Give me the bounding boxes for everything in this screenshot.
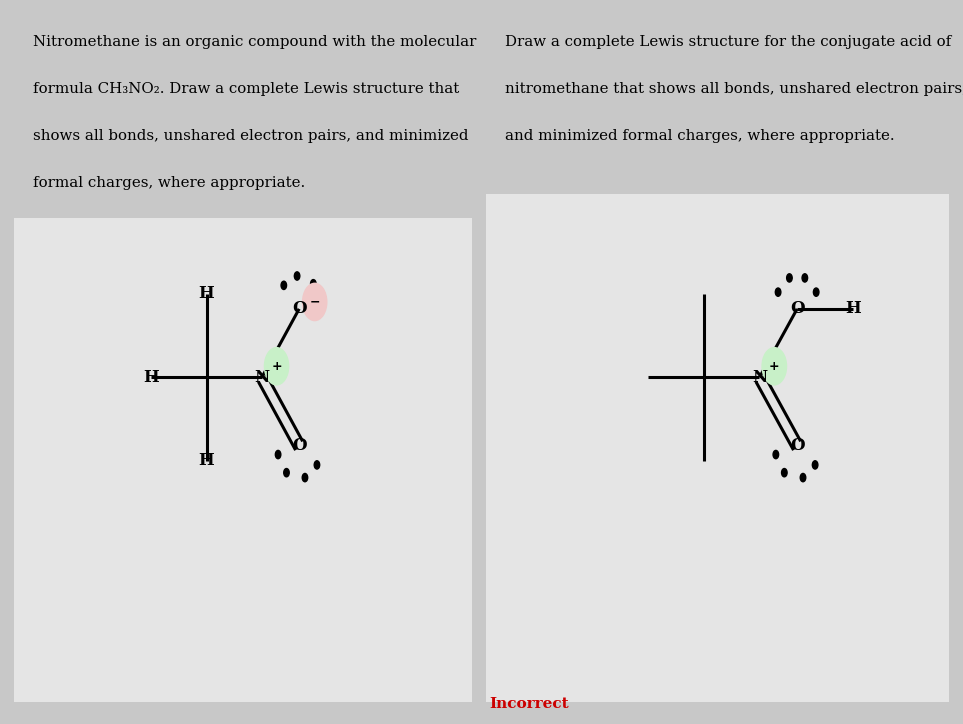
Circle shape (264, 347, 289, 386)
Circle shape (302, 473, 308, 481)
Circle shape (284, 468, 289, 477)
Text: H: H (143, 369, 159, 386)
FancyBboxPatch shape (486, 194, 949, 702)
Text: H: H (198, 285, 215, 302)
Circle shape (813, 460, 818, 469)
Circle shape (275, 450, 281, 459)
Circle shape (314, 460, 320, 469)
Text: Incorrect: Incorrect (489, 697, 569, 711)
Circle shape (318, 299, 324, 307)
Text: nitromethane that shows all bonds, unshared electron pairs,: nitromethane that shows all bonds, unsha… (505, 82, 963, 96)
Circle shape (814, 288, 819, 296)
Text: N: N (752, 369, 768, 386)
Text: H: H (198, 452, 215, 469)
Text: +: + (769, 360, 780, 373)
Circle shape (800, 473, 806, 481)
Text: O: O (292, 437, 306, 454)
Text: N: N (254, 369, 270, 386)
Text: Draw a complete Lewis structure for the conjugate acid of: Draw a complete Lewis structure for the … (505, 35, 951, 49)
Text: O: O (790, 437, 804, 454)
Circle shape (281, 281, 287, 290)
Text: H: H (846, 300, 861, 317)
FancyBboxPatch shape (14, 219, 472, 702)
Text: O: O (790, 300, 804, 317)
Circle shape (782, 468, 787, 477)
Text: O: O (292, 300, 306, 317)
Text: formal charges, where appropriate.: formal charges, where appropriate. (33, 176, 305, 190)
Text: and minimized formal charges, where appropriate.: and minimized formal charges, where appr… (505, 129, 895, 143)
Text: formula CH₃NO₂. Draw a complete Lewis structure that: formula CH₃NO₂. Draw a complete Lewis st… (33, 82, 459, 96)
Text: shows all bonds, unshared electron pairs, and minimized: shows all bonds, unshared electron pairs… (33, 129, 468, 143)
Circle shape (773, 450, 779, 459)
Circle shape (787, 274, 793, 282)
Text: −: − (309, 295, 320, 308)
Circle shape (295, 272, 299, 280)
Text: +: + (272, 360, 282, 373)
Circle shape (775, 288, 781, 296)
Circle shape (301, 282, 327, 321)
Text: Nitromethane is an organic compound with the molecular: Nitromethane is an organic compound with… (33, 35, 476, 49)
Circle shape (311, 279, 316, 288)
Circle shape (762, 347, 787, 386)
Circle shape (802, 274, 808, 282)
